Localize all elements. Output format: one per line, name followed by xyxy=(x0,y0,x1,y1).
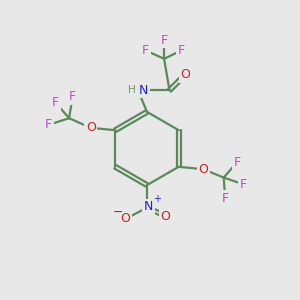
Text: O: O xyxy=(198,163,208,176)
Text: −: − xyxy=(113,206,123,219)
Text: N: N xyxy=(139,84,148,97)
Text: F: F xyxy=(69,90,76,103)
Text: F: F xyxy=(45,118,52,131)
Text: F: F xyxy=(160,34,168,47)
Text: F: F xyxy=(178,44,185,57)
Text: O: O xyxy=(161,209,170,223)
Text: F: F xyxy=(234,155,241,169)
Text: F: F xyxy=(222,191,229,205)
Text: +: + xyxy=(153,194,160,204)
Text: O: O xyxy=(86,121,96,134)
Text: F: F xyxy=(240,178,247,191)
Text: O: O xyxy=(121,212,130,226)
Text: O: O xyxy=(180,68,190,81)
Text: F: F xyxy=(52,96,59,109)
Text: N: N xyxy=(144,200,153,214)
Text: F: F xyxy=(142,44,149,57)
Text: H: H xyxy=(128,85,135,95)
